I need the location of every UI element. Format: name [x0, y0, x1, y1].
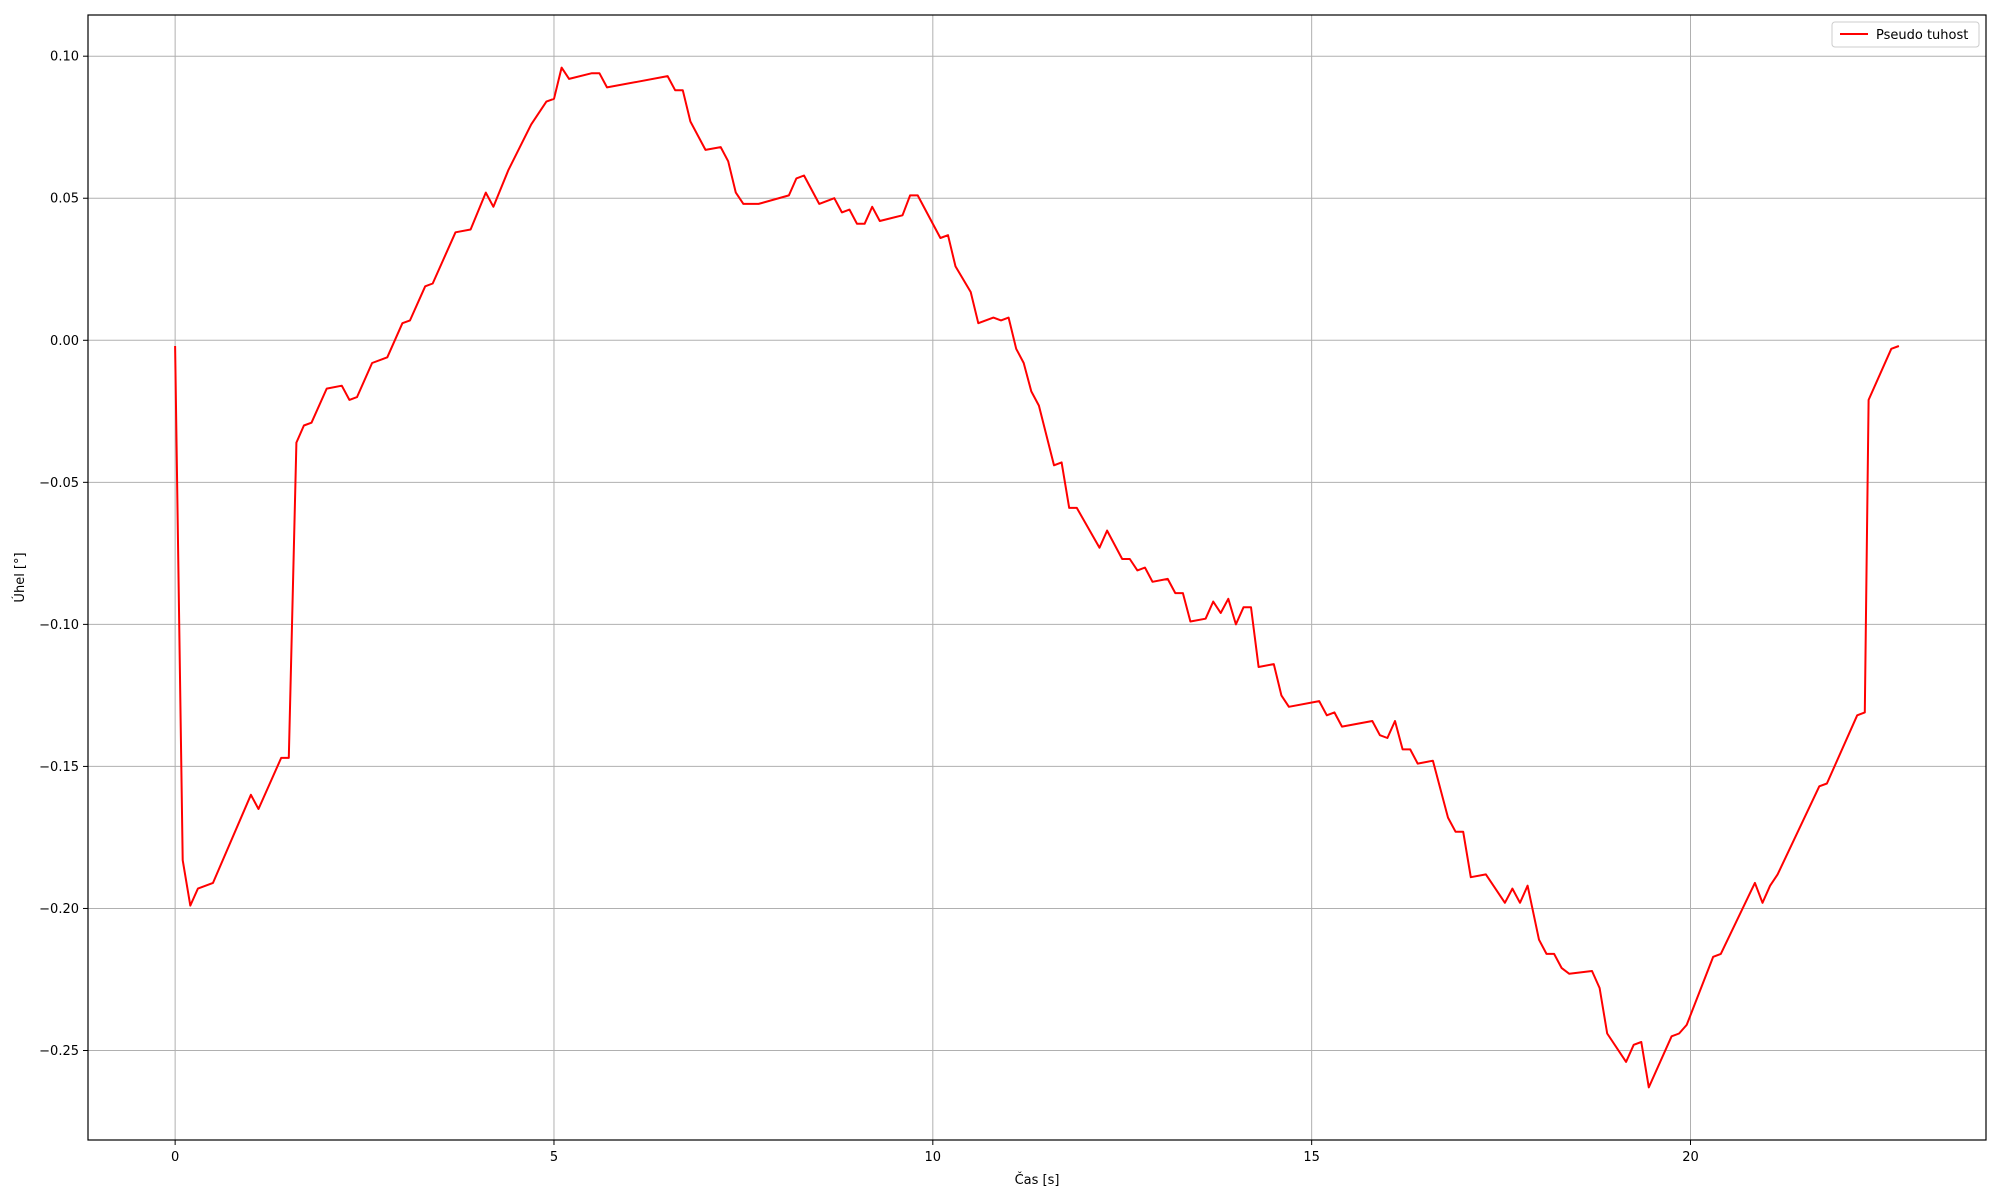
x-tick-label: 15	[1303, 1150, 1320, 1165]
axis-ticks: 0 5 10 15 20 0.10 0.05 0.00 −0.05 −0.10 −0.15 −0.20…	[39, 50, 1699, 1165]
y-tick-label: 0.10	[50, 50, 79, 65]
series-lines	[174, 66, 1900, 1089]
series-line	[174, 66, 1900, 1089]
x-tick-label: 20	[1682, 1150, 1699, 1165]
y-axis-label: Úhel [°]	[12, 552, 28, 602]
x-axis-label: Čas [s]	[1015, 1172, 1060, 1188]
plot-frame	[87, 14, 1987, 1141]
grid	[88, 15, 1986, 1140]
x-tick-label: 0	[171, 1150, 179, 1165]
y-tick-label: 0.05	[50, 192, 79, 207]
y-tick-label: −0.10	[39, 618, 79, 633]
legend-entry-label: Pseudo tuhost	[1876, 28, 1968, 43]
y-tick-label: −0.20	[39, 902, 79, 917]
legend-box	[1831, 21, 1980, 48]
y-tick-label: 0.00	[50, 334, 79, 349]
x-tick-label: 5	[550, 1150, 558, 1165]
x-tick-label: 10	[925, 1150, 942, 1165]
y-tick-label: −0.25	[39, 1044, 79, 1059]
y-tick-label: −0.05	[39, 476, 79, 491]
legend: Pseudo tuhost	[1831, 21, 1980, 48]
y-tick-label: −0.15	[39, 760, 79, 775]
